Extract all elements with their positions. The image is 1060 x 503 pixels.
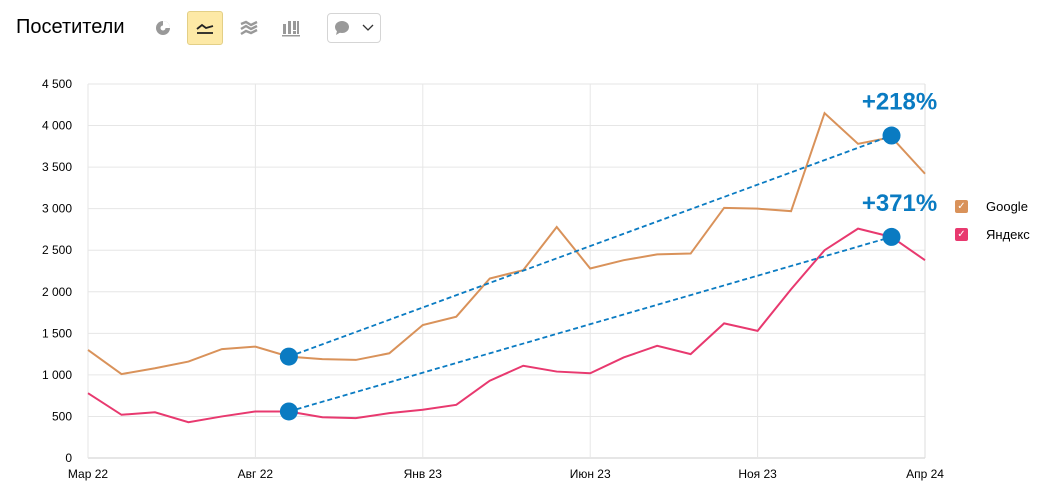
chevron-down-icon xyxy=(362,24,374,31)
trend-line xyxy=(288,236,892,413)
area-chart-button[interactable] xyxy=(231,11,267,45)
pie-chart-button[interactable] xyxy=(145,11,181,45)
checkbox-yandex[interactable]: ✓ xyxy=(955,228,968,241)
y-tick-label: 4 500 xyxy=(42,77,72,91)
y-tick-label: 4 000 xyxy=(42,119,72,133)
x-tick-label: Апр 24 xyxy=(906,467,944,481)
legend-item-google[interactable]: ✓ Google xyxy=(955,199,1028,214)
trend-start-marker xyxy=(279,402,298,421)
x-tick-label: Авг 22 xyxy=(238,467,274,481)
legend-label: Яндекс xyxy=(986,227,1030,242)
y-tick-label: 3 500 xyxy=(42,160,72,174)
page-title: Посетители xyxy=(16,16,125,38)
x-tick-label: Ноя 23 xyxy=(738,467,777,481)
annotations-dropdown[interactable] xyxy=(327,13,381,43)
x-tick-label: Июн 23 xyxy=(570,467,611,481)
y-tick-label: 2 500 xyxy=(42,243,72,257)
line-chart-button[interactable] xyxy=(187,11,223,45)
x-tick-label: Янв 23 xyxy=(404,467,443,481)
legend-label: Google xyxy=(986,199,1028,214)
y-tick-label: 3 000 xyxy=(42,202,72,216)
line-chart-icon xyxy=(196,23,214,34)
pie-chart-icon xyxy=(156,21,170,35)
trend-end-marker xyxy=(882,227,901,246)
comment-icon xyxy=(335,21,349,35)
series-line-Google xyxy=(87,111,926,376)
growth-annotation: +218% xyxy=(862,89,937,116)
y-tick-label: 1 000 xyxy=(42,368,72,382)
legend-item-yandex[interactable]: ✓ Яндекс xyxy=(955,227,1030,242)
bar-chart-button[interactable] xyxy=(273,11,309,45)
growth-annotation: +371% xyxy=(862,190,937,217)
area-chart-icon xyxy=(240,20,258,36)
checkbox-google[interactable]: ✓ xyxy=(955,200,968,213)
trend-line xyxy=(288,134,892,358)
trend-start-marker xyxy=(279,347,298,366)
y-tick-label: 500 xyxy=(52,409,72,423)
y-tick-label: 1 500 xyxy=(42,326,72,340)
y-tick-label: 2 000 xyxy=(42,285,72,299)
series-line-Яндекс xyxy=(87,227,926,424)
trend-end-marker xyxy=(882,126,901,145)
x-tick-label: Мар 22 xyxy=(68,467,108,481)
bar-chart-icon xyxy=(282,21,300,37)
y-tick-label: 0 xyxy=(65,451,72,465)
